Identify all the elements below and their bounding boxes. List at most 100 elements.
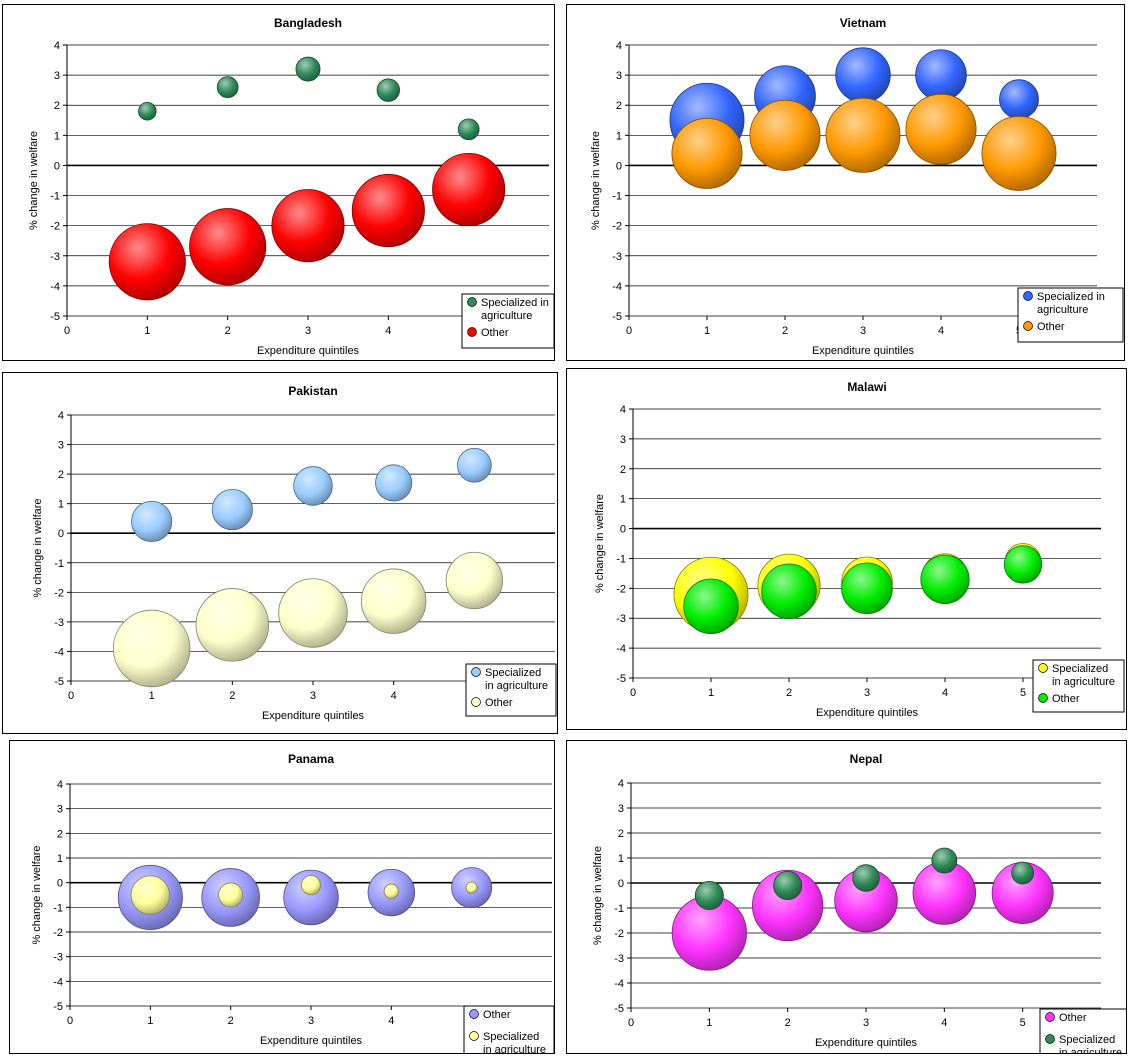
legend-marker bbox=[467, 327, 477, 337]
legend-marker bbox=[1023, 321, 1033, 331]
y-tick-label: -5 bbox=[614, 1003, 624, 1015]
x-tick-label: 1 bbox=[708, 687, 714, 699]
y-tick-label: 0 bbox=[57, 878, 63, 890]
bubble-specialized-q2 bbox=[211, 489, 253, 531]
bubble-other-q4 bbox=[360, 568, 427, 634]
bubble-other-q3 bbox=[825, 97, 901, 173]
x-tick-label: 5 bbox=[1020, 687, 1026, 699]
legend-marker bbox=[469, 1031, 479, 1041]
x-tick-label: 3 bbox=[860, 325, 866, 337]
bubble-specialized-q5 bbox=[1011, 861, 1035, 885]
y-tick-label: -1 bbox=[612, 191, 622, 203]
legend-label: Specialized bbox=[1052, 663, 1108, 675]
legend-marker bbox=[471, 667, 481, 677]
chart-panel-malawi: Malawi 4 3 2 1 0 -1 -2 -3 -4 -5 0 1 2 3 4 5 Expenditure q… bbox=[566, 368, 1127, 730]
y-tick-label: -1 bbox=[616, 553, 626, 565]
x-tick-label: 0 bbox=[68, 690, 74, 702]
y-tick-label: 3 bbox=[616, 70, 622, 82]
bubble-specialized-q5 bbox=[457, 118, 480, 141]
bubble-other-q2 bbox=[752, 869, 824, 942]
y-tick-label: 1 bbox=[618, 853, 624, 865]
x-tick-label: 1 bbox=[706, 1017, 712, 1029]
x-axis-label: Expenditure quintiles bbox=[262, 710, 365, 722]
x-tick-label: 0 bbox=[628, 1017, 634, 1029]
y-tick-label: -4 bbox=[614, 978, 624, 990]
legend-label: Other bbox=[1037, 321, 1065, 333]
bubble-specialized-q2 bbox=[218, 882, 244, 908]
legend-label: Other bbox=[485, 697, 513, 709]
legend-label: Other bbox=[1059, 1012, 1087, 1024]
y-tick-label: -4 bbox=[612, 281, 622, 293]
chart-title: Vietnam bbox=[840, 16, 886, 30]
y-tick-label: 0 bbox=[54, 160, 60, 172]
y-tick-label: -2 bbox=[54, 587, 64, 599]
y-axis-label: % change in welfare bbox=[28, 131, 40, 230]
y-tick-label: 2 bbox=[54, 100, 60, 112]
y-tick-label: 2 bbox=[616, 100, 622, 112]
legend-label: Other bbox=[483, 1009, 511, 1021]
chart-pakistan: Pakistan43210-1-2-3-4-5012345Expenditure… bbox=[32, 384, 557, 722]
bubble-specialized-q3 bbox=[852, 864, 880, 892]
y-tick-label: -2 bbox=[616, 583, 626, 595]
legend-box bbox=[1032, 659, 1125, 713]
y-tick-label: -5 bbox=[50, 311, 60, 323]
legend-box bbox=[1017, 287, 1124, 343]
legend-marker bbox=[1038, 693, 1048, 703]
legend-label: agriculture bbox=[1037, 304, 1088, 316]
legend-box bbox=[463, 1005, 554, 1053]
y-tick-label: -4 bbox=[54, 646, 64, 658]
y-tick-label: 4 bbox=[620, 404, 626, 416]
legend-label: in agriculture bbox=[483, 1044, 546, 1053]
y-tick-label: 3 bbox=[57, 804, 63, 816]
bubble-other-q4 bbox=[905, 93, 977, 165]
chart-title: Panama bbox=[288, 752, 334, 766]
x-axis-label: Expenditure quintiles bbox=[260, 1035, 363, 1047]
y-tick-label: 1 bbox=[57, 853, 63, 865]
y-tick-label: 3 bbox=[58, 440, 64, 452]
x-tick-label: 0 bbox=[626, 325, 632, 337]
bubble-specialized-q3 bbox=[300, 875, 322, 896]
bubble-specialized-q4 bbox=[931, 847, 958, 874]
y-tick-label: 3 bbox=[54, 70, 60, 82]
y-tick-label: -2 bbox=[614, 928, 624, 940]
legend-label: Specialized in bbox=[1037, 291, 1105, 303]
bubble-specialized-q2 bbox=[216, 76, 239, 98]
x-tick-label: 0 bbox=[630, 687, 636, 699]
y-tick-label: -2 bbox=[50, 221, 60, 233]
bubble-specialized-q4 bbox=[383, 883, 399, 899]
x-tick-label: 1 bbox=[147, 1015, 153, 1027]
x-axis-label: Expenditure quintiles bbox=[815, 1037, 918, 1049]
y-tick-label: -3 bbox=[50, 251, 60, 263]
x-tick-label: 1 bbox=[144, 325, 150, 337]
x-tick-label: 3 bbox=[310, 690, 316, 702]
y-tick-label: 1 bbox=[58, 499, 64, 511]
bubble-other-q5 bbox=[1003, 545, 1043, 584]
x-axis-label: Expenditure quintiles bbox=[812, 345, 915, 357]
bubble-other-q3 bbox=[283, 869, 339, 926]
y-tick-label: 0 bbox=[58, 528, 64, 540]
legend-label: in agriculture bbox=[1052, 676, 1115, 688]
legend-label: in agriculture bbox=[485, 680, 548, 692]
bubble-specialized-q4 bbox=[376, 78, 400, 102]
legend-label: Specialized bbox=[485, 667, 541, 679]
bubble-other-q2 bbox=[761, 563, 817, 620]
y-axis-label: % change in welfare bbox=[590, 131, 602, 230]
y-tick-label: -3 bbox=[616, 613, 626, 625]
bubble-specialized-q3 bbox=[293, 466, 333, 506]
chart-title: Malawi bbox=[847, 380, 886, 394]
bubble-specialized-q1 bbox=[694, 880, 724, 910]
x-tick-label: 2 bbox=[782, 325, 788, 337]
x-tick-label: 3 bbox=[863, 1017, 869, 1029]
legend-label: agriculture bbox=[481, 310, 532, 322]
y-tick-label: 4 bbox=[616, 40, 622, 52]
legend-marker bbox=[467, 297, 477, 307]
y-tick-label: -3 bbox=[612, 251, 622, 263]
y-tick-label: -3 bbox=[54, 617, 64, 629]
y-tick-label: 2 bbox=[58, 469, 64, 481]
bubble-other-q2 bbox=[189, 208, 267, 286]
y-tick-label: 3 bbox=[620, 434, 626, 446]
x-axis-label: Expenditure quintiles bbox=[257, 345, 360, 357]
y-axis-label: % change in welfare bbox=[32, 498, 44, 597]
